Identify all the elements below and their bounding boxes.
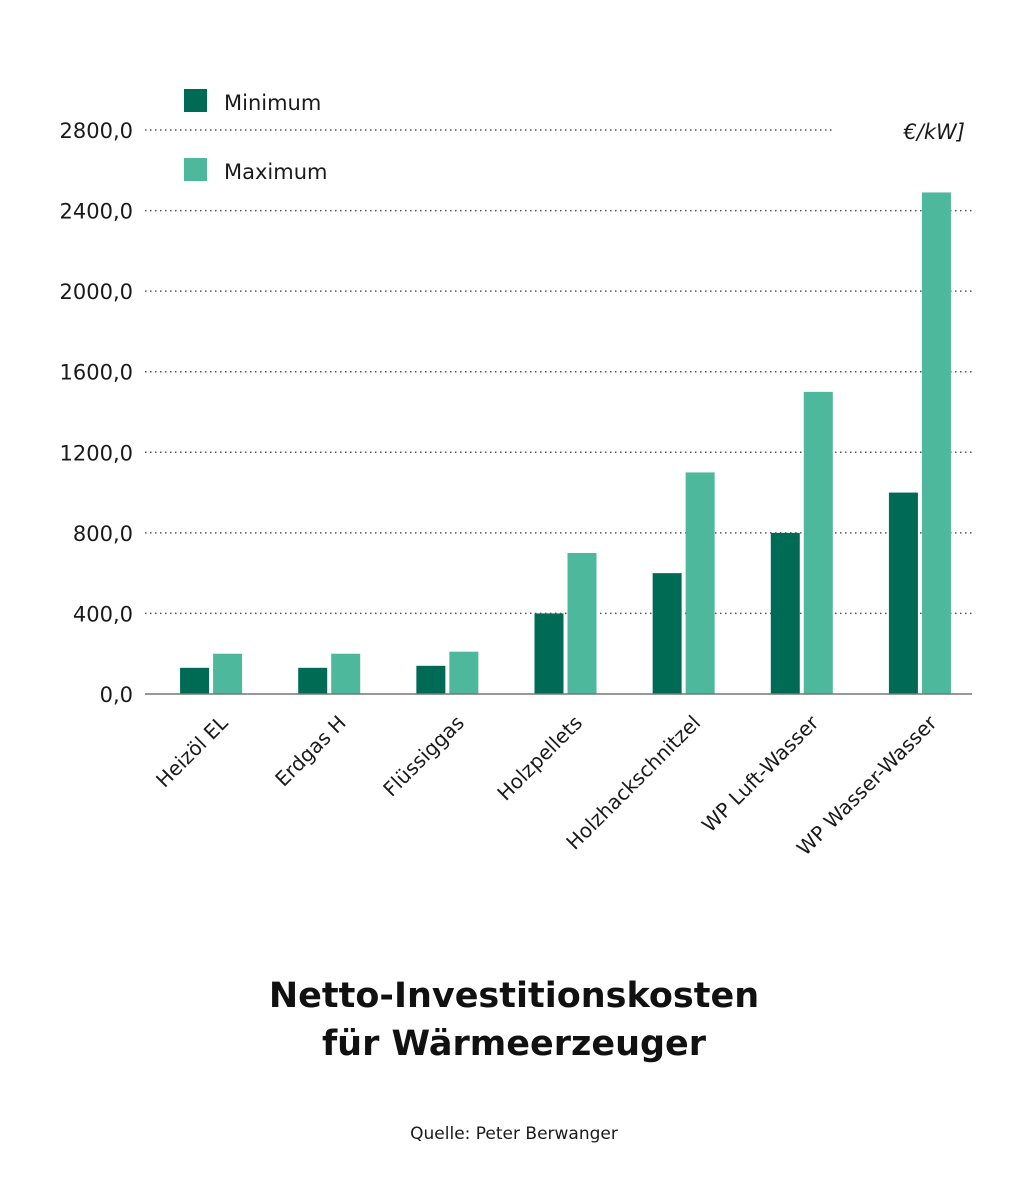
bar-minimum [770,532,800,694]
bar-maximum [685,472,715,694]
y-tick-label: 1600,0 [60,361,133,385]
x-category-label: WP Luft-Wasser [697,710,824,837]
legend-label: Minimum [224,91,321,115]
legend-label: Maximum [224,160,327,184]
y-tick-label: 0,0 [100,683,133,707]
y-tick-label: 400,0 [73,602,133,626]
bar-maximum [921,192,951,694]
bar-maximum [567,553,597,694]
bar-minimum [416,665,446,694]
y-tick-label: 2800,0 [60,119,133,143]
legend-swatch [184,89,207,112]
bar-maximum [449,651,479,694]
bar-minimum [298,667,328,694]
y-tick-label: 1200,0 [60,441,133,465]
bar-minimum [180,667,210,694]
chart-title: Netto-Investitionskosten für Wärmeerzeug… [0,972,1028,1068]
bar-chart: 0,0 400,0 800,0 1200,0 1600,0 2000,0 2400,0 280… [60,89,972,860]
bar-maximum [331,653,361,694]
bar-minimum [888,492,918,694]
bar-maximum [213,653,243,694]
x-category-label: Heizöl EL [151,710,233,792]
chart-source: Quelle: Peter Berwanger [410,1124,618,1144]
chart-title-line-2: für Wärmeerzeuger [321,1024,707,1064]
x-category-label: Erdgas H [270,711,351,792]
bar-minimum [534,613,564,694]
y-tick-label: 2000,0 [60,280,133,304]
unit-label: €/kW] [902,120,965,144]
bar-minimum [652,573,682,694]
x-category-label: Holzhackschnitzel [561,711,705,855]
x-category-label: Holzpellets [492,711,587,806]
legend-swatch [184,158,207,181]
chart-title-line-1: Netto-Investitionskosten [268,976,760,1016]
y-tick-label: 800,0 [73,522,133,546]
bar-maximum [803,391,833,694]
x-category-label: Flüssiggas [378,711,469,802]
y-tick-label: 2400,0 [60,200,133,224]
